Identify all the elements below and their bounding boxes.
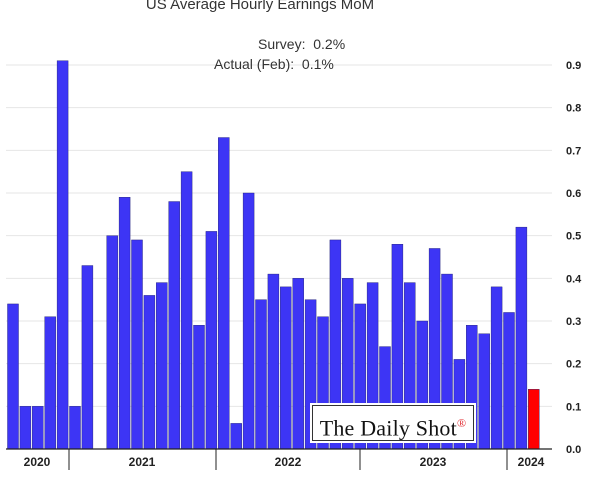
actual-annotation: Actual (Feb): 0.1% (214, 56, 334, 72)
x-tick-label: 2020 (24, 455, 51, 469)
bar (56, 60, 69, 450)
bars (7, 60, 540, 450)
y-tick-label: 0.5 (566, 231, 581, 243)
bar (218, 137, 230, 450)
y-tick-label: 0.1 (566, 401, 581, 413)
bar (503, 312, 515, 450)
bar (180, 171, 193, 450)
bar (7, 303, 19, 450)
bar (230, 423, 242, 450)
bar (81, 265, 94, 450)
bar (44, 316, 56, 450)
bar (490, 286, 503, 450)
bar (255, 299, 267, 450)
gridlines (6, 64, 552, 407)
bar (478, 333, 490, 450)
actual-value: 0.1% (301, 56, 334, 72)
y-tick-label: 0.2 (566, 359, 581, 371)
x-tick-label: 2022 (275, 455, 302, 469)
x-tick-labels: 2020 2021 2022 2023 2024 (24, 455, 545, 469)
x-tick-label: 2021 (129, 455, 156, 469)
bar (118, 197, 131, 450)
bar (156, 282, 168, 450)
bar-latest (528, 389, 540, 450)
bar (106, 235, 118, 450)
bar (280, 286, 292, 450)
bar (32, 406, 44, 450)
y-tick-label: 0.0 (566, 444, 581, 456)
watermark-text: The Daily Shot (319, 415, 457, 441)
bar (292, 278, 304, 450)
survey-label: Survey: (258, 36, 306, 52)
y-tick-label: 0.9 (566, 60, 581, 72)
x-tick-label: 2024 (518, 455, 545, 469)
y-tick-label: 0.3 (566, 316, 581, 328)
bar (193, 325, 205, 450)
bar (205, 231, 218, 450)
y-tick-labels: 0.0 0.1 0.2 0.3 0.4 0.5 0.6 0.7 0.8 0.9 (566, 60, 582, 456)
y-tick-label: 0.4 (566, 273, 582, 285)
bar (143, 295, 156, 450)
bar (168, 201, 180, 450)
x-tick-label: 2023 (420, 455, 447, 469)
bar (515, 226, 528, 450)
y-tick-label: 0.8 (566, 103, 581, 115)
chart-title: US Average Hourly Earnings MoM (145, 0, 375, 13)
survey-value: 0.2% (313, 36, 346, 52)
survey-annotation: Survey: 0.2% (258, 36, 345, 52)
actual-label: Actual (Feb): (214, 56, 295, 72)
bar (19, 406, 32, 450)
bar (131, 239, 143, 450)
bar (69, 406, 81, 450)
bar (267, 273, 280, 450)
bar (242, 192, 255, 450)
y-tick-label: 0.6 (566, 188, 581, 200)
watermark-logo: The Daily Shot® (312, 405, 474, 441)
y-tick-label: 0.7 (566, 145, 581, 157)
axes (6, 448, 552, 470)
